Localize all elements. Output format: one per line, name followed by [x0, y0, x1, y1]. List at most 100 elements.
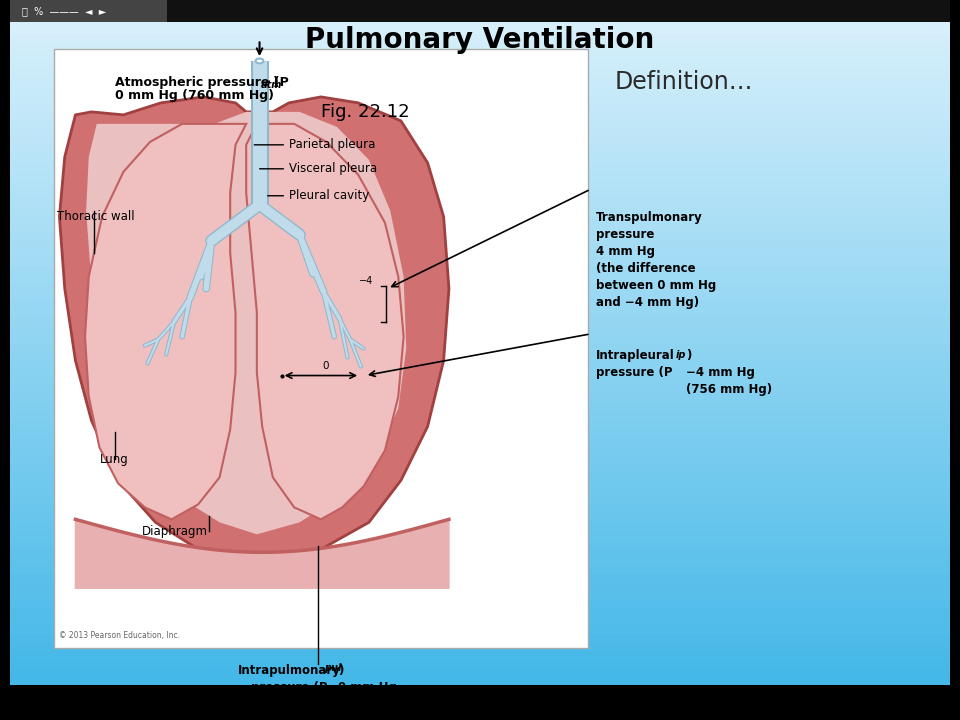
Bar [10, 102, 950, 112]
Text: Atmospheric pressure (P: Atmospheric pressure (P [115, 76, 289, 89]
Text: 0 mm Hg (760 mm Hg): 0 mm Hg (760 mm Hg) [115, 89, 275, 102]
Bar [10, 33, 950, 42]
Bar [10, 479, 950, 488]
Text: Parietal pleura: Parietal pleura [289, 138, 375, 151]
Bar [54, 49, 588, 648]
Bar [10, 402, 950, 411]
Bar [10, 316, 950, 325]
Text: Intrapulmonary
pressure (P: Intrapulmonary pressure (P [237, 665, 340, 694]
Bar [10, 462, 950, 471]
Bar [10, 676, 950, 685]
Text: ⎙  %  ———  ◄  ►: ⎙ % ——— ◄ ► [22, 6, 106, 16]
Text: Diaphragm: Diaphragm [142, 525, 208, 538]
Text: )
0 mm Hg
(760 mm Hg): ) 0 mm Hg (760 mm Hg) [338, 665, 423, 711]
Text: Visceral pleura: Visceral pleura [289, 162, 377, 175]
Bar [10, 187, 950, 197]
Bar [10, 290, 950, 300]
Text: ): ) [273, 76, 279, 89]
Bar [10, 633, 950, 642]
Text: ip: ip [676, 349, 686, 359]
Polygon shape [85, 124, 246, 519]
Polygon shape [76, 519, 449, 588]
Bar [10, 110, 950, 120]
Bar [10, 393, 950, 402]
Bar [10, 359, 950, 369]
Bar [10, 556, 950, 565]
Text: Fig. 22.12: Fig. 22.12 [321, 103, 410, 121]
Bar [10, 85, 950, 94]
Bar [10, 0, 950, 22]
Bar [10, 76, 950, 86]
Bar [10, 325, 950, 334]
Text: Definition…: Definition… [615, 71, 754, 94]
Bar [10, 307, 950, 317]
Bar [10, 590, 950, 600]
Polygon shape [60, 97, 449, 564]
Bar [10, 470, 950, 480]
Bar [10, 136, 950, 145]
Bar [10, 196, 950, 206]
Text: )
−4 mm Hg
(756 mm Hg): ) −4 mm Hg (756 mm Hg) [685, 348, 772, 395]
Bar [10, 530, 950, 540]
Bar [10, 428, 950, 437]
Text: 0: 0 [323, 361, 329, 371]
Bar [10, 444, 950, 454]
Bar [10, 127, 950, 137]
Bar [10, 213, 950, 222]
Bar [10, 119, 950, 128]
Bar [10, 59, 950, 68]
Bar [10, 342, 950, 351]
Bar [10, 659, 950, 668]
Bar [10, 8, 950, 17]
Bar [10, 333, 950, 343]
Bar [10, 367, 950, 377]
Text: atm: atm [260, 80, 281, 90]
Bar [10, 153, 950, 163]
Text: pul: pul [324, 663, 342, 673]
Text: −4: −4 [359, 276, 373, 286]
Bar [10, 616, 950, 626]
Text: Intrapleural
pressure (P: Intrapleural pressure (P [595, 348, 674, 379]
Text: Thoracic wall: Thoracic wall [57, 210, 134, 223]
Bar [10, 419, 950, 428]
Bar [10, 248, 950, 257]
Bar [10, 487, 950, 497]
Bar [10, 42, 950, 51]
Bar [10, 162, 950, 171]
Ellipse shape [255, 58, 263, 63]
Bar [10, 436, 950, 446]
Bar [10, 16, 950, 26]
Text: © 2013 Pearson Education, Inc.: © 2013 Pearson Education, Inc. [59, 631, 180, 640]
Bar [10, 384, 950, 394]
Bar [10, 496, 950, 505]
Bar [10, 521, 950, 531]
Bar [10, 273, 950, 283]
Bar [10, 624, 950, 634]
Polygon shape [246, 124, 403, 519]
Bar [10, 351, 950, 360]
Bar [10, 650, 950, 660]
Bar [10, 230, 950, 240]
Bar [10, 24, 950, 35]
Polygon shape [86, 112, 406, 534]
Bar [10, 667, 950, 677]
Bar [10, 547, 950, 557]
Text: Lung: Lung [100, 453, 129, 466]
Bar [10, 505, 950, 514]
Bar [10, 599, 950, 608]
Bar [10, 539, 950, 549]
Bar [10, 265, 950, 274]
Bar [10, 607, 950, 617]
Bar [10, 453, 950, 463]
Bar [10, 179, 950, 189]
Bar [10, 642, 950, 651]
Bar [10, 0, 950, 9]
Bar [10, 513, 950, 523]
Bar [10, 256, 950, 266]
Bar [10, 94, 950, 103]
Bar [10, 239, 950, 248]
Bar [10, 171, 950, 180]
Bar [10, 0, 167, 22]
Bar [10, 145, 950, 154]
Bar [10, 222, 950, 231]
